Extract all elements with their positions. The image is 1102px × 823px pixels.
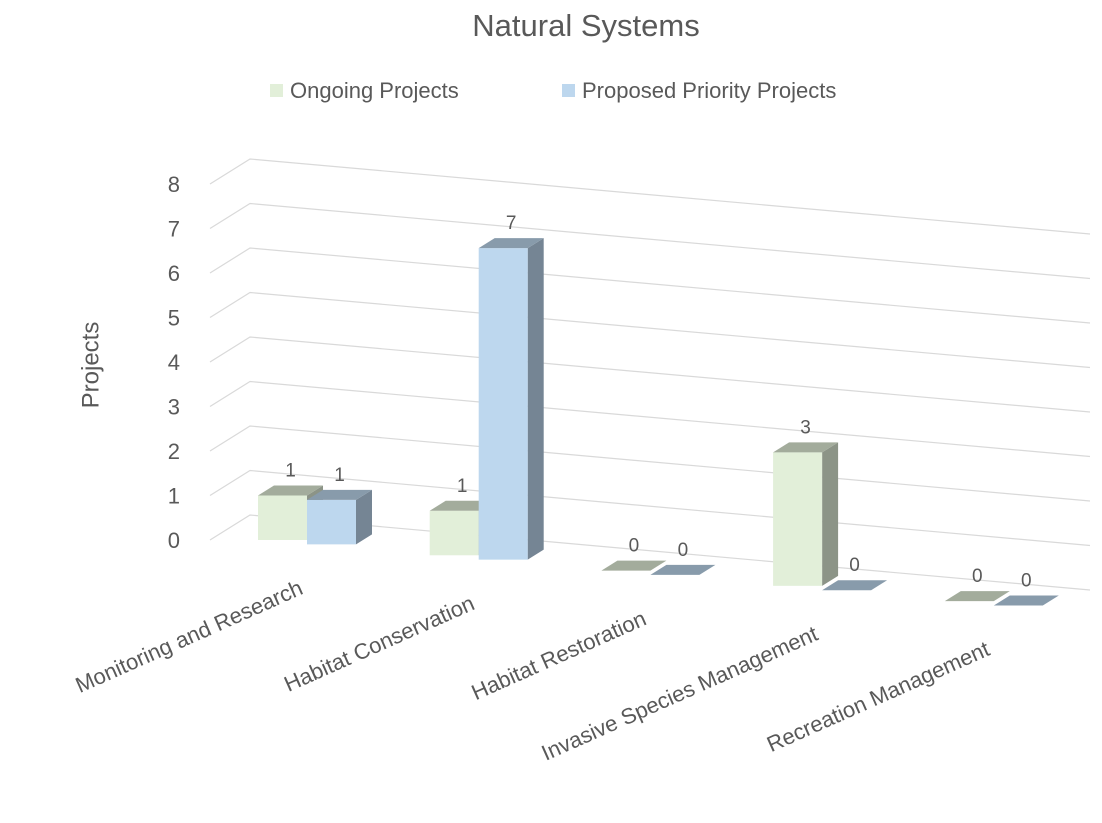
y-tick-label: 2: [168, 439, 180, 464]
y-tick-label: 1: [168, 483, 180, 508]
bar-face: [944, 591, 1010, 602]
grid-line: [209, 291, 1091, 369]
bar-face: [307, 499, 356, 545]
bar: [478, 238, 544, 560]
bar-face: [822, 580, 888, 591]
x-tick-label: Habitat Conservation: [280, 590, 478, 696]
bar: [307, 489, 372, 545]
bar-face: [429, 510, 479, 556]
y-tick-label: 5: [168, 305, 180, 330]
bar-face: [307, 489, 372, 500]
value-label: 1: [285, 461, 296, 482]
bar: [822, 580, 888, 591]
value-label: 3: [800, 417, 811, 438]
grid-line: [209, 380, 1091, 458]
value-label: 0: [629, 536, 640, 557]
x-tick-label: Habitat Restoration: [468, 606, 650, 705]
y-tick-label: 3: [168, 394, 180, 419]
bar-face: [478, 248, 528, 560]
bar-face: [773, 442, 839, 453]
y-tick-label: 7: [168, 216, 180, 241]
value-label: 0: [1021, 571, 1032, 592]
bar-face: [429, 500, 495, 511]
bar-face: [650, 564, 716, 575]
value-label: 7: [506, 213, 517, 234]
bar: [601, 560, 667, 571]
bar: [773, 442, 839, 586]
legend-label: Ongoing Projects: [290, 78, 459, 103]
bar-face: [601, 560, 667, 571]
grid-line: [209, 336, 1091, 413]
value-label: 0: [849, 555, 860, 576]
legend-swatch: [562, 84, 575, 97]
value-label: 0: [972, 566, 983, 587]
bar-face: [258, 495, 307, 540]
y-tick-label: 0: [168, 528, 180, 553]
grid-line: [209, 425, 1091, 502]
y-tick-label: 4: [168, 350, 180, 375]
bar-face: [478, 238, 544, 249]
bar-face: [527, 238, 544, 560]
y-tick-label: 8: [168, 172, 180, 197]
grid-line: [209, 158, 1091, 235]
bar: [650, 564, 716, 575]
y-axis-label: Projects: [77, 322, 104, 409]
bar-face: [822, 442, 839, 586]
bar: [944, 591, 1010, 602]
legend-swatch: [270, 84, 283, 97]
grid-line: [209, 202, 1091, 280]
legend-label: Proposed Priority Projects: [582, 78, 836, 103]
x-tick-label: Monitoring and Research: [72, 575, 307, 698]
grid-line: [209, 247, 1091, 324]
bar-face: [356, 489, 372, 545]
chart-title: Natural Systems: [472, 8, 699, 43]
bar-face: [258, 485, 323, 496]
value-label: 1: [334, 465, 345, 486]
bar: [993, 595, 1059, 606]
bar-face: [993, 595, 1059, 606]
y-tick-label: 6: [168, 261, 180, 286]
bar-face: [773, 452, 823, 586]
value-label: 1: [457, 476, 468, 497]
value-label: 0: [678, 540, 689, 561]
